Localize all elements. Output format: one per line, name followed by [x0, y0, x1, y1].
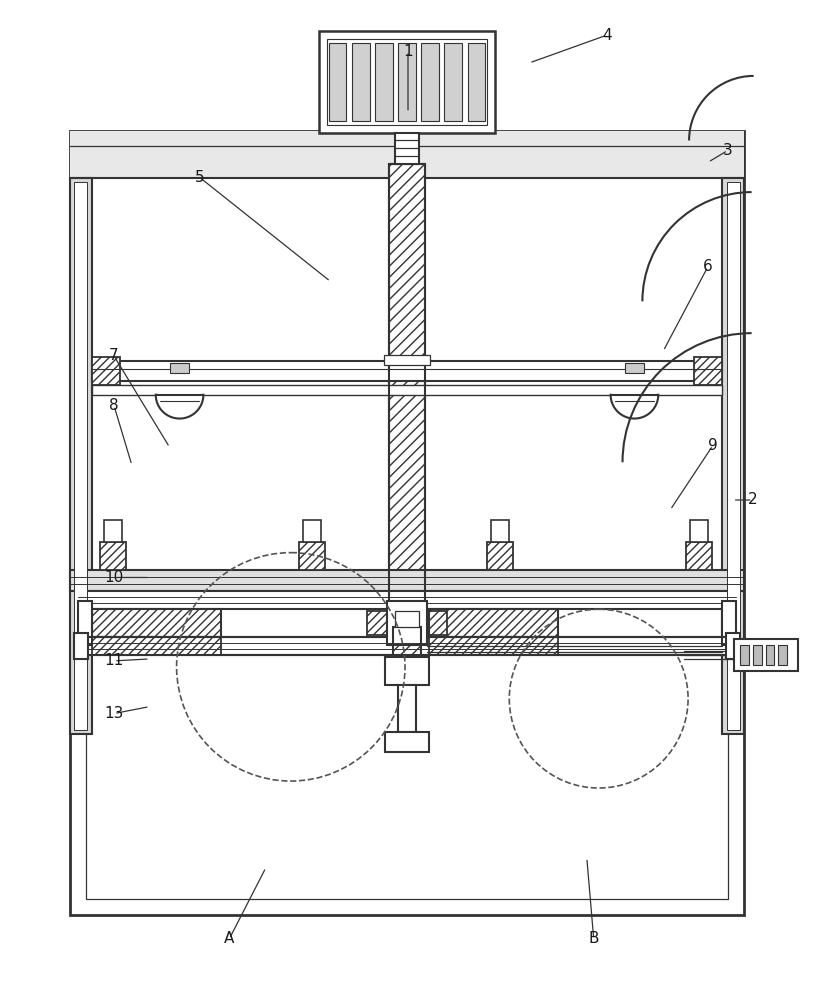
Text: B: B	[588, 931, 599, 946]
Bar	[398, 43, 416, 121]
Bar	[92, 609, 222, 637]
Bar	[778, 645, 787, 665]
Bar	[429, 609, 558, 637]
Bar	[352, 43, 369, 121]
Text: 8: 8	[109, 398, 119, 413]
Text: 6: 6	[703, 259, 713, 274]
Bar	[70, 570, 744, 591]
Bar	[722, 601, 736, 645]
Bar	[726, 633, 740, 659]
Bar	[395, 133, 419, 164]
Bar	[368, 611, 389, 635]
Bar	[70, 131, 744, 915]
Bar	[491, 520, 509, 542]
Bar	[100, 542, 126, 570]
Bar	[690, 520, 708, 542]
Bar	[384, 355, 430, 365]
Bar	[393, 627, 421, 657]
Bar	[727, 182, 740, 730]
Bar	[398, 685, 416, 732]
Bar	[375, 43, 393, 121]
Text: 5: 5	[195, 170, 205, 185]
Bar	[78, 637, 736, 655]
Bar	[429, 637, 558, 655]
Polygon shape	[156, 395, 204, 419]
Polygon shape	[610, 395, 659, 419]
Bar	[299, 542, 324, 570]
Bar	[400, 687, 414, 730]
Bar	[86, 146, 728, 899]
Bar	[425, 611, 447, 635]
Bar	[722, 178, 744, 734]
Bar	[78, 591, 736, 609]
Bar	[70, 131, 744, 178]
Text: 11: 11	[104, 653, 124, 668]
Bar	[740, 645, 749, 665]
Text: A: A	[224, 931, 235, 946]
Bar	[92, 361, 722, 381]
Bar	[92, 385, 722, 395]
Text: 1: 1	[403, 44, 413, 59]
Bar	[170, 363, 190, 373]
Text: 3: 3	[723, 143, 733, 158]
Text: 10: 10	[104, 570, 124, 585]
Bar	[319, 31, 496, 133]
Text: 9: 9	[708, 438, 718, 453]
Bar	[752, 645, 761, 665]
Bar	[624, 363, 645, 373]
Bar	[395, 611, 419, 627]
Bar	[694, 357, 722, 385]
Bar	[78, 601, 92, 645]
Bar	[487, 542, 513, 570]
Bar	[74, 182, 87, 730]
Bar	[302, 520, 320, 542]
Text: 4: 4	[601, 28, 611, 43]
Bar	[389, 164, 425, 627]
Text: 7: 7	[109, 348, 119, 363]
Bar	[78, 637, 736, 655]
Bar	[92, 357, 120, 385]
Bar	[468, 43, 486, 121]
Bar	[92, 609, 222, 637]
Bar	[765, 645, 774, 665]
Bar	[444, 43, 462, 121]
Bar	[74, 633, 88, 659]
Bar	[393, 627, 421, 657]
Text: 2: 2	[748, 492, 757, 508]
Bar	[734, 639, 799, 671]
Bar	[328, 43, 346, 121]
Bar	[70, 178, 92, 734]
Bar	[385, 732, 429, 752]
Bar	[104, 520, 122, 542]
Bar	[421, 43, 439, 121]
Bar	[389, 164, 425, 627]
Bar	[387, 601, 427, 645]
Bar	[92, 637, 222, 655]
Bar	[397, 662, 417, 680]
Bar	[327, 39, 487, 125]
Bar	[686, 542, 712, 570]
Bar	[429, 609, 558, 637]
Bar	[385, 657, 429, 685]
Text: 13: 13	[104, 706, 124, 721]
